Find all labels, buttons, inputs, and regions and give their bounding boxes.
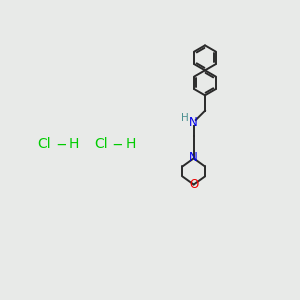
Text: O: O [189, 178, 198, 191]
Text: H: H [125, 137, 136, 151]
Text: ‒: ‒ [56, 136, 66, 152]
Text: N: N [189, 151, 198, 164]
Text: H: H [182, 113, 189, 124]
Text: H: H [69, 137, 80, 151]
Text: ‒: ‒ [112, 136, 122, 152]
Text: Cl: Cl [94, 137, 108, 151]
Text: Cl: Cl [38, 137, 51, 151]
Text: N: N [189, 116, 198, 129]
